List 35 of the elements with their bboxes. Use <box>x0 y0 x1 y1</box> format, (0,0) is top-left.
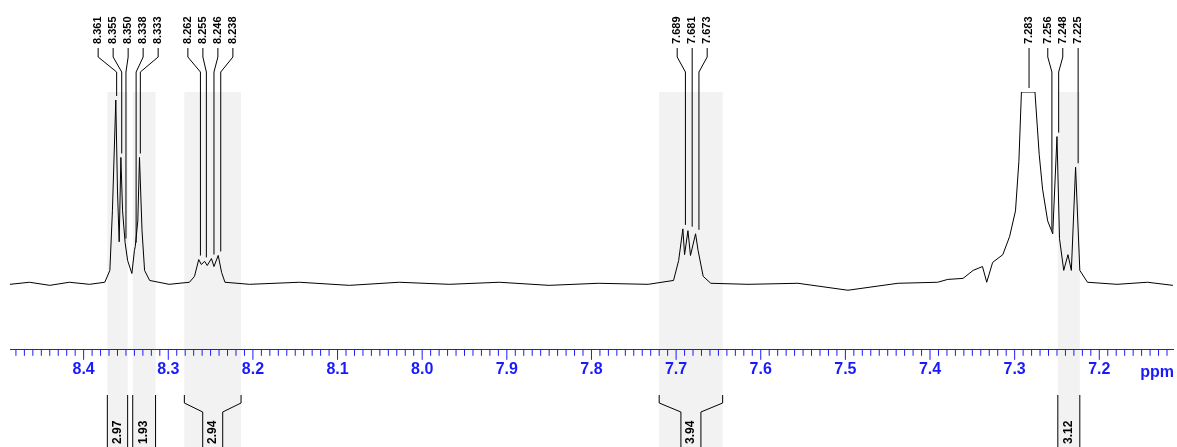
x-tick-label: 7.3 <box>1003 359 1026 377</box>
annotation: 8.246 <box>210 16 223 44</box>
x-tick-label: 8.2 <box>241 359 265 377</box>
annotation: 8.262 <box>180 16 193 44</box>
annotation: 8.333 <box>151 16 164 44</box>
x-tick-label: 7.5 <box>834 359 857 377</box>
annotation: 7.283 <box>1022 16 1035 44</box>
annotation: 7.225 <box>1071 16 1084 44</box>
x-tick-label: 8.1 <box>326 359 349 377</box>
x-tick-label: 7.9 <box>495 359 519 377</box>
x-tick-label: 8.4 <box>72 359 95 377</box>
x-tick-label: 7.7 <box>664 359 688 377</box>
annotation: 7.689 <box>670 16 683 44</box>
annotation: 7.256 <box>1040 16 1053 44</box>
annotation: 7.681 <box>685 16 698 44</box>
x-tick-label: 7.4 <box>918 359 942 377</box>
x-tick-label: 7.8 <box>580 359 603 377</box>
annotation: 7.673 <box>700 16 713 44</box>
band-label: 1.93 <box>136 420 151 444</box>
annotation: 7.248 <box>1055 16 1068 44</box>
band-label: 3.12 <box>1061 420 1076 444</box>
annotation: 8.238 <box>225 16 238 44</box>
annotation: 8.361 <box>91 16 104 44</box>
annotation: 8.338 <box>136 16 149 44</box>
x-tick-label: 8.0 <box>411 359 434 377</box>
annotation: 8.350 <box>121 16 134 44</box>
annotation: 8.255 <box>195 16 208 44</box>
band-label: 3.94 <box>683 420 698 444</box>
band-label: 2.94 <box>205 420 220 444</box>
x-tick-label: 8.3 <box>157 359 180 377</box>
band-label: 2.97 <box>109 420 124 444</box>
x-tick-label: 7.2 <box>1088 359 1111 377</box>
x-tick-label: 7.6 <box>749 359 772 377</box>
annotation: 8.355 <box>106 16 119 44</box>
x-axis-title: ppm <box>1140 363 1174 381</box>
